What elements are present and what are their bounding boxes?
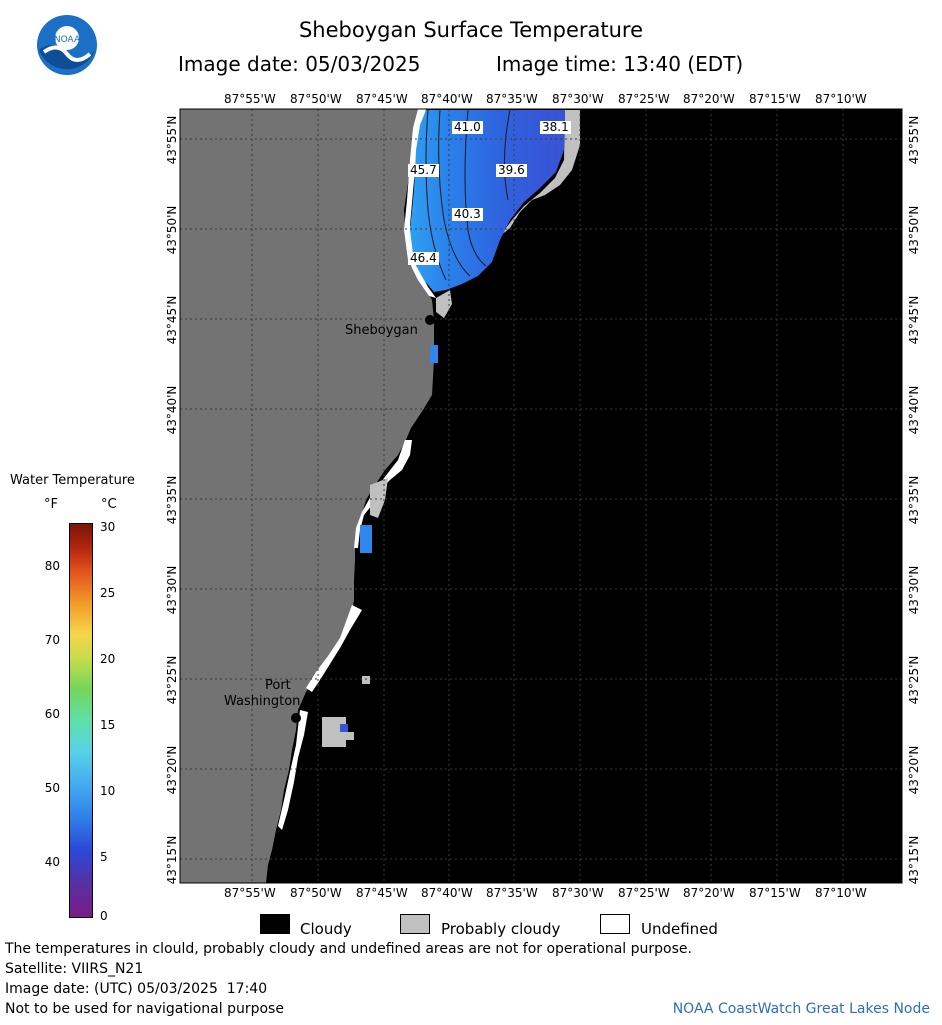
longitude-label: 87°50'W — [290, 92, 342, 106]
undefined-swatch — [600, 914, 630, 934]
fahrenheit-tick: 60 — [44, 707, 60, 721]
latitude-label: 43°55'N — [907, 115, 921, 165]
latitude-label: 43°35'N — [907, 475, 921, 525]
logo-text: NOAA — [54, 35, 81, 45]
latitude-label: 43°55'N — [165, 115, 179, 165]
latitude-label: 43°40'N — [907, 385, 921, 435]
fahrenheit-tick: 40 — [44, 855, 60, 869]
temperature-colorbar — [69, 523, 93, 918]
latitude-label: 43°50'N — [165, 205, 179, 255]
probably-cloudy-key-label: Probably cloudy — [441, 920, 561, 938]
credit-text: NOAA CoastWatch Great Lakes Node — [672, 1001, 930, 1017]
latitude-label: 43°40'N — [165, 385, 179, 435]
land-region — [180, 109, 434, 883]
contour-label: 45.7 — [408, 163, 439, 177]
latitude-label: 43°30'N — [907, 565, 921, 615]
fahrenheit-tick: 50 — [44, 781, 60, 795]
longitude-label: 87°20'W — [683, 92, 735, 106]
latitude-label: 43°20'N — [907, 745, 921, 795]
longitude-label: 87°10'W — [815, 92, 867, 106]
celsius-tick: 5 — [100, 850, 108, 864]
longitude-label: 87°40'W — [421, 92, 473, 106]
contour-label: 40.3 — [452, 207, 483, 221]
latitude-label: 43°25'N — [165, 655, 179, 705]
latitude-label: 43°35'N — [165, 475, 179, 525]
legend-unit-c: °C — [101, 497, 117, 512]
longitude-label: 87°10'W — [815, 886, 867, 900]
latitude-label: 43°25'N — [907, 655, 921, 705]
longitude-label: 87°40'W — [421, 886, 473, 900]
longitude-label: 87°20'W — [683, 886, 735, 900]
port-washington-label-1: Port — [265, 678, 291, 693]
contour-label: 39.6 — [496, 163, 527, 177]
port-washington-marker — [291, 713, 301, 723]
cloudy-key-label: Cloudy — [300, 920, 352, 938]
contour-label: 38.1 — [540, 120, 571, 134]
fahrenheit-tick: 70 — [44, 633, 60, 647]
longitude-label: 87°15'W — [749, 886, 801, 900]
latitude-label: 43°15'N — [165, 835, 179, 885]
longitude-label: 87°15'W — [749, 92, 801, 106]
satellite-text: Satellite: VIIRS_N21 — [5, 961, 144, 977]
noaa-logo-icon: NOAA — [36, 14, 98, 76]
longitude-label: 87°55'W — [224, 92, 276, 106]
latitude-label: 43°45'N — [907, 295, 921, 345]
latitude-label: 43°30'N — [165, 565, 179, 615]
undefined-key-label: Undefined — [641, 920, 718, 938]
longitude-label: 87°30'W — [552, 886, 604, 900]
map-title: Sheboygan Surface Temperature — [298, 18, 644, 42]
longitude-label: 87°55'W — [224, 886, 276, 900]
longitude-label: 87°50'W — [290, 886, 342, 900]
utc-date-text: Image date: (UTC) 05/03/2025 17:40 — [5, 981, 268, 997]
image-date: Image date: 05/03/2025 — [178, 52, 421, 76]
celsius-tick: 15 — [100, 718, 116, 732]
disclaimer-text: The temperatures in clould, probably clo… — [5, 941, 692, 957]
contour-label: 41.0 — [452, 120, 483, 134]
longitude-label: 87°25'W — [618, 92, 670, 106]
longitude-label: 87°45'W — [356, 886, 408, 900]
cloudy-swatch — [260, 914, 290, 934]
port-washington-label-2: Washington — [224, 694, 301, 709]
navigation-warning: Not to be used for navigational purpose — [5, 1001, 284, 1017]
celsius-tick: 20 — [100, 652, 116, 666]
longitude-label: 87°35'W — [486, 886, 538, 900]
legend-unit-f: °F — [44, 497, 58, 512]
sheboygan-label: Sheboygan — [345, 323, 418, 338]
contour-label: 46.4 — [408, 251, 439, 265]
longitude-label: 87°45'W — [356, 92, 408, 106]
fahrenheit-tick: 80 — [44, 559, 60, 573]
legend-title: Water Temperature — [10, 473, 135, 488]
celsius-tick: 0 — [100, 909, 108, 923]
latitude-label: 43°50'N — [907, 205, 921, 255]
probably-cloudy-swatch — [400, 914, 430, 934]
longitude-label: 87°35'W — [486, 92, 538, 106]
latitude-label: 43°15'N — [907, 835, 921, 885]
longitude-label: 87°25'W — [618, 886, 670, 900]
celsius-tick: 30 — [100, 520, 116, 534]
celsius-tick: 25 — [100, 586, 116, 600]
sheboygan-marker — [425, 315, 435, 325]
image-time: Image time: 13:40 (EDT) — [496, 52, 744, 76]
latitude-label: 43°45'N — [165, 295, 179, 345]
longitude-label: 87°30'W — [552, 92, 604, 106]
latitude-label: 43°20'N — [165, 745, 179, 795]
celsius-tick: 10 — [100, 784, 116, 798]
